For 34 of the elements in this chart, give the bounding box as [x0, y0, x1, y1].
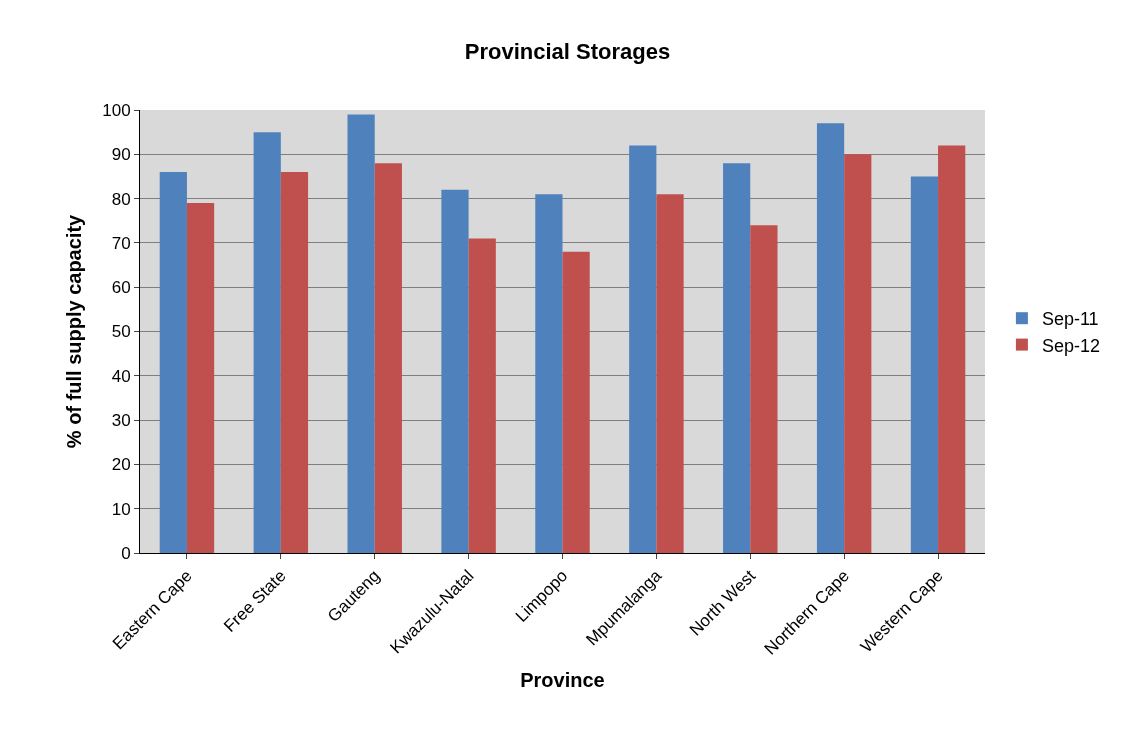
y-tick-label: 50: [111, 322, 131, 342]
y-tick-label: 70: [111, 233, 131, 253]
bar: [656, 194, 684, 553]
bar: [816, 123, 845, 553]
bar: [750, 225, 778, 553]
y-tick-label: 100: [102, 100, 131, 120]
bar: [280, 172, 309, 553]
bar: [562, 251, 590, 553]
bar: [159, 172, 187, 553]
bar: [441, 189, 469, 553]
bar: [938, 145, 966, 553]
bar: [910, 176, 939, 553]
bar: [186, 203, 215, 553]
y-tick-label: 90: [111, 145, 131, 165]
bar: [629, 145, 657, 553]
y-tick-label: 40: [111, 366, 131, 386]
x-axis-title: Province: [520, 669, 605, 692]
y-axis-title: % of full supply capacity: [62, 213, 85, 449]
bar: [374, 163, 402, 553]
bar: [844, 154, 872, 553]
y-tick-label: 10: [111, 499, 131, 519]
bar: [253, 132, 281, 553]
legend-label: Sep-12: [1041, 335, 1100, 356]
bar: [535, 194, 563, 553]
y-tick-label: 80: [111, 189, 131, 209]
y-tick-label: 20: [111, 455, 131, 475]
y-tick-label: 30: [111, 411, 131, 431]
y-tick-label: 0: [121, 543, 131, 563]
bar: [723, 163, 751, 553]
chart-title: Provincial Storages: [464, 39, 671, 65]
legend-label: Sep-11: [1041, 309, 1099, 330]
bar: [468, 238, 496, 553]
bar: [347, 114, 375, 553]
y-tick-label: 60: [111, 278, 131, 298]
